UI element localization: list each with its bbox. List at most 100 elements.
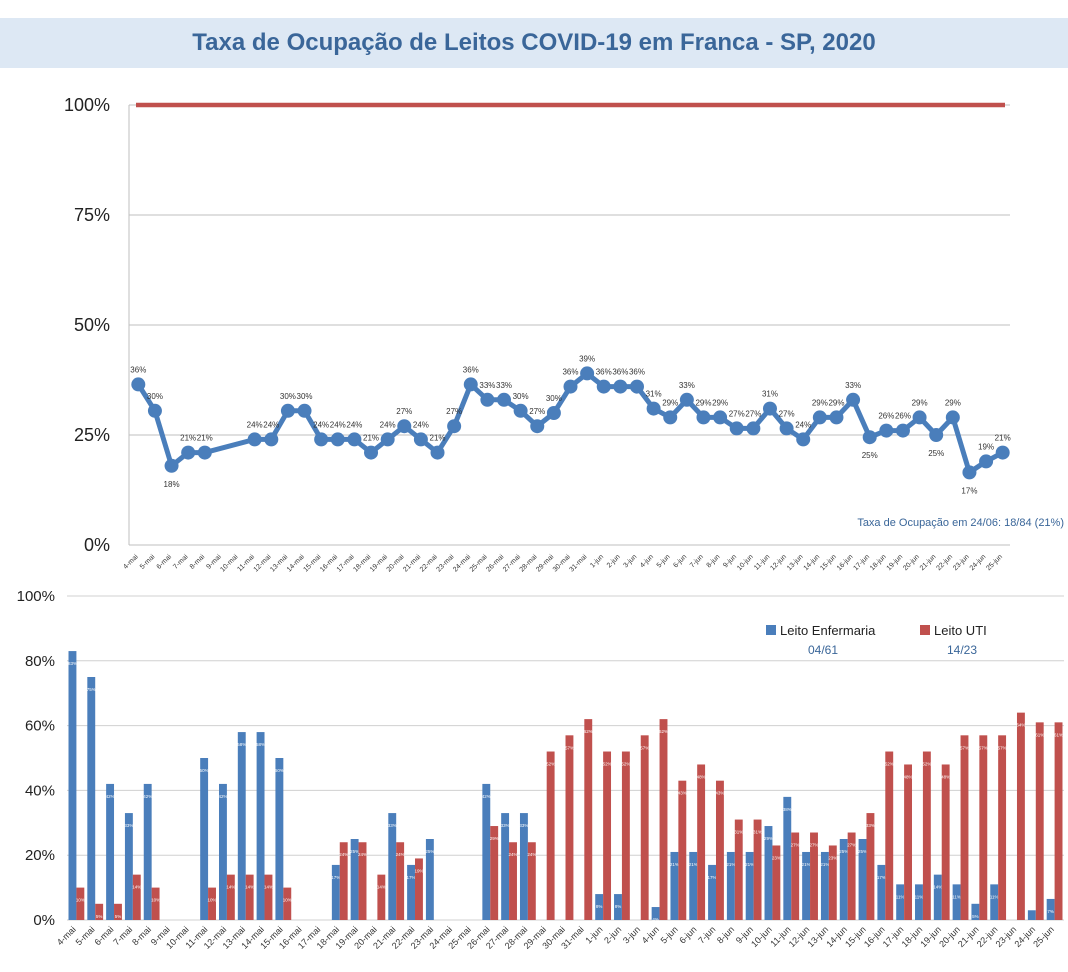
data-point (380, 432, 395, 447)
data-point (247, 432, 262, 447)
bar-data-label: 24% (396, 852, 405, 857)
bar-data-label: 52% (885, 762, 894, 767)
data-point (563, 379, 578, 394)
x-tick-label: 6-mai (156, 553, 174, 571)
data-point (580, 366, 595, 381)
data-point (995, 445, 1010, 460)
bar-enfermaria (745, 851, 754, 920)
bar-data-label: 31% (734, 830, 743, 835)
bar-enfermaria (388, 813, 397, 920)
bar-enfermaria (256, 732, 265, 920)
bar-enfermaria (350, 839, 359, 920)
bar-data-label: 33% (866, 823, 875, 828)
data-label: 33% (845, 381, 861, 390)
data-point (430, 445, 445, 460)
data-point (829, 410, 844, 425)
bar-uti (565, 735, 574, 920)
data-label: 36% (629, 368, 645, 377)
x-tick-label: 20-jun (902, 553, 921, 572)
bar-data-label: 17% (331, 875, 340, 880)
bar-enfermaria (68, 651, 77, 920)
bar-uti (791, 832, 800, 920)
x-tick-label: 3-jun (622, 553, 638, 569)
bar-data-label: 58% (256, 742, 265, 747)
data-label: 36% (130, 365, 146, 374)
x-tick-label: 12-jun (769, 553, 788, 572)
bar-data-label: 25% (839, 849, 848, 854)
bar-enfermaria (952, 884, 961, 920)
y-tick-label: 25% (74, 425, 110, 445)
bar-enfermaria (106, 783, 115, 920)
bar-uti (245, 874, 254, 920)
bar-data-label: 14% (933, 885, 942, 890)
bar-data-label: 38% (783, 807, 792, 812)
data-point (164, 458, 179, 473)
x-tick-label: 16-jun (836, 553, 855, 572)
x-tick-label: 8-mai (130, 924, 153, 947)
data-point (912, 410, 927, 425)
data-point (546, 406, 561, 420)
bar-data-label: 27% (847, 843, 856, 848)
bar-uti (866, 813, 875, 920)
x-tick-label: 5-jun (659, 924, 680, 945)
bar-data-label: 57% (960, 745, 969, 750)
bar-enfermaria (143, 783, 152, 920)
x-tick-label: 15-jun (819, 553, 838, 572)
bar-enfermaria (124, 813, 133, 920)
legend-swatch-enfermaria (766, 625, 776, 635)
legend-count-uti: 14/23 (947, 643, 977, 657)
data-label: 25% (928, 449, 944, 458)
bar-uti (715, 780, 724, 920)
data-label: 27% (779, 409, 795, 418)
bar-uti (603, 751, 612, 920)
bar-enfermaria (877, 864, 886, 920)
bar-uti (922, 751, 931, 920)
data-label: 24% (413, 420, 429, 429)
data-label: 30% (513, 392, 529, 401)
data-label: 27% (396, 407, 412, 416)
bar-uti (527, 842, 536, 920)
bar-data-label: 5% (96, 914, 103, 919)
y-tick-label: 20% (25, 847, 55, 864)
x-tick-label: 1-jun (589, 553, 605, 569)
bar-data-label: 33% (124, 823, 133, 828)
bar-enfermaria (614, 894, 622, 920)
data-point (646, 401, 661, 416)
bar-enfermaria (425, 839, 434, 920)
y-tick-label: 80% (25, 653, 55, 670)
x-tick-label: 8-jun (715, 924, 736, 945)
data-point (796, 432, 811, 447)
data-point (596, 379, 611, 394)
bar-data-label: 21% (820, 862, 829, 867)
bar-enfermaria (802, 851, 811, 920)
x-tick-label: 31-mai (568, 553, 588, 573)
data-point (762, 401, 777, 416)
data-label: 21% (197, 434, 213, 443)
data-point (530, 419, 545, 434)
bar-uti (76, 887, 85, 920)
bar-enfermaria (275, 758, 284, 920)
data-label: 27% (729, 409, 745, 418)
data-label: 25% (862, 451, 878, 460)
data-label: 33% (679, 381, 695, 390)
bar-data-label: 8% (596, 904, 603, 909)
y-tick-label: 75% (74, 205, 110, 225)
data-point (480, 392, 495, 407)
x-tick-label: 19-jun (886, 553, 905, 572)
data-label: 24% (247, 420, 263, 429)
bar-uti (885, 751, 894, 920)
bar-data-label: 33% (519, 823, 528, 828)
x-tick-label: 25-jun (985, 553, 1004, 572)
data-point (629, 379, 644, 394)
data-label: 36% (612, 368, 628, 377)
data-label: 21% (430, 434, 446, 443)
data-label: 30% (297, 392, 313, 401)
bar-data-label: 10% (283, 898, 292, 903)
data-point (679, 392, 694, 407)
bar-enfermaria (670, 851, 679, 920)
data-point (314, 432, 329, 447)
data-label: 21% (363, 434, 379, 443)
bar-data-label: 29% (490, 836, 499, 841)
x-tick-label: 7-jun (689, 553, 705, 569)
bar-enfermaria (820, 851, 829, 920)
